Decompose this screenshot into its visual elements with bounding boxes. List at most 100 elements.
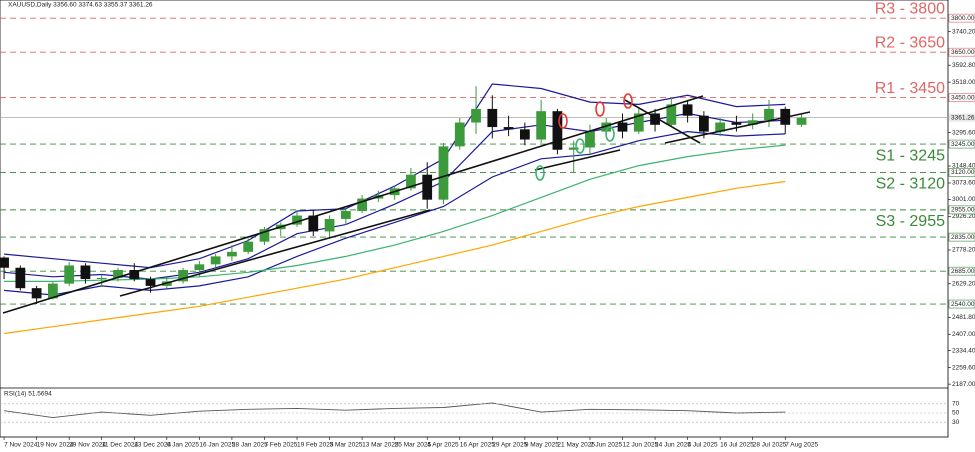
level-axis-box	[948, 232, 975, 242]
trend-line	[664, 111, 811, 144]
y-tick-label: 2407.00	[952, 331, 975, 338]
level-axis-box	[948, 93, 975, 102]
rsi-line	[4, 402, 786, 419]
marker-circle	[535, 165, 545, 181]
y-tick-label: 2481.80	[952, 314, 975, 321]
x-tick-label: 7 Feb 2025	[264, 442, 297, 449]
marker-circle	[605, 126, 615, 142]
last-price-box	[949, 113, 975, 122]
candle-body	[715, 122, 726, 132]
candle-body	[422, 174, 433, 200]
x-tick-label: 24 Jun 2025	[655, 442, 691, 449]
annotations	[2, 93, 811, 314]
candle-body	[129, 270, 140, 280]
candle-body	[259, 229, 270, 242]
candle-body	[357, 198, 367, 212]
x-tick-label: 29 Nov 2024	[69, 442, 106, 449]
candle-body	[96, 277, 107, 280]
y-tick-label: 3518.00	[952, 79, 975, 86]
candle-body	[764, 108, 774, 121]
x-tick-label: 11 Dec 2024	[102, 442, 139, 449]
candle-body	[292, 215, 302, 225]
x-tick-label: 21 May 2025	[557, 442, 595, 449]
x-tick-label: 16 Apr 2025	[460, 442, 495, 449]
marker-circle	[575, 138, 585, 154]
x-tick-label: 28 Jan 2025	[232, 442, 268, 449]
y-tick-label: 2778.20	[952, 247, 975, 254]
trend-line	[624, 99, 701, 144]
level-tag: R3 - 3800	[875, 0, 945, 17]
level-tag: S2 - 3120	[876, 176, 945, 193]
x-tick-label: 7 Nov 2024	[4, 442, 38, 449]
rsi-tick-label: 50	[952, 410, 960, 417]
candle-body	[568, 147, 579, 150]
x-tick-label: 2 Jun 2025	[590, 442, 623, 449]
marker-circle	[558, 113, 568, 129]
indicator-line	[4, 144, 786, 282]
level-axis-label: 3450.00	[951, 94, 975, 101]
candle-body	[340, 211, 351, 219]
candle-body	[178, 270, 188, 282]
level-axis-box	[948, 139, 975, 149]
level-axis-box	[948, 47, 975, 57]
level-axis-label: 3245.00	[951, 141, 975, 148]
level-axis-label: 2955.00	[951, 207, 975, 214]
marker-circle	[623, 93, 633, 109]
indicator-line	[4, 180, 786, 335]
candle-body	[650, 113, 660, 125]
candle-body	[585, 131, 595, 148]
x-tick-label: 29 Apr 2025	[492, 442, 527, 449]
indicator-line	[4, 130, 786, 296]
candle-body	[617, 122, 628, 132]
x-tick-label: 7 Aug 2025	[785, 442, 818, 449]
candle-body	[519, 129, 530, 140]
plot-frame	[0, 0, 949, 438]
level-axis-label: 2540.00	[951, 301, 975, 308]
level-tag: S3 - 2955	[876, 213, 945, 230]
candle-body	[438, 146, 449, 200]
x-tick-label: 19 Nov 2024	[37, 442, 74, 449]
x-tick-label: 19 Feb 2025	[297, 442, 334, 449]
x-tick-label: 16 Jan 2025	[199, 442, 235, 449]
candle-body	[210, 256, 221, 265]
level-axis-box	[948, 13, 975, 23]
x-tick-label: 13 Mar 2025	[362, 442, 399, 449]
level-axis-label: 3800.00	[951, 15, 975, 22]
rsi-tick-label: 30	[952, 419, 960, 426]
candle-body	[731, 122, 742, 125]
candle-body	[113, 270, 123, 278]
x-tick-label: 4 Jul 2025	[688, 442, 718, 449]
candle-body	[666, 104, 677, 125]
candle-body	[48, 283, 58, 299]
level-axis-label: 3120.00	[951, 169, 975, 176]
candle-body	[747, 120, 758, 125]
candle-body	[536, 111, 547, 140]
rsi-label: RSI(14) 51.5694	[4, 391, 52, 398]
level-tag: S1 - 3245	[876, 147, 945, 164]
candle-body	[487, 108, 498, 128]
level-axis-box	[948, 299, 975, 309]
level-axis-label: 3650.00	[951, 49, 975, 56]
rsi-tick-label: 70	[952, 401, 960, 408]
trend-line	[534, 149, 621, 171]
candle-body	[601, 122, 612, 132]
x-tick-label: 16 Jul 2025	[720, 442, 754, 449]
y-tick-label: 3295.60	[952, 129, 975, 136]
x-tick-label: 9 May 2025	[525, 442, 559, 449]
level-axis-label: 2835.00	[951, 234, 975, 241]
candle-body	[552, 111, 563, 150]
candle-body	[145, 279, 156, 286]
level-axis-label: 2685.00	[951, 268, 975, 275]
x-tick-label: 6 Jan 2025	[167, 442, 200, 449]
y-tick-label: 3148.40	[952, 163, 975, 170]
y-tick-label: 2187.00	[952, 381, 975, 388]
chart-header: XAUUSD,Daily 3356.60 3374.63 3355.37 336…	[8, 2, 153, 9]
level-axis-box	[948, 168, 975, 177]
x-tick-label: 25 Mar 2025	[395, 442, 432, 449]
y-tick-label: 3740.20	[952, 28, 975, 35]
candle-body	[406, 174, 416, 189]
y-tick-label: 2629.20	[952, 281, 975, 288]
x-tick-label: 3 Mar 2025	[330, 442, 363, 449]
candle-body	[454, 122, 465, 147]
